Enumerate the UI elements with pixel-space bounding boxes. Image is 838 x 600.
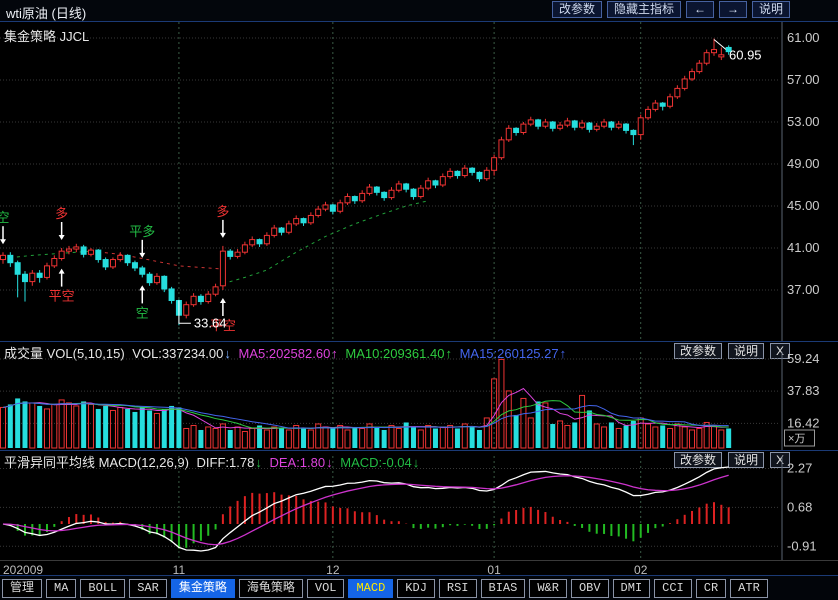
- toolbar-item-vol[interactable]: VOL: [306, 578, 345, 598]
- macd-dea-value: DEA:1.80: [269, 455, 326, 470]
- toolbar-item-wr[interactable]: W&R: [529, 578, 567, 598]
- toolbar-item-rsi[interactable]: RSI: [438, 578, 477, 598]
- volume-value: VOL:337234.00: [132, 346, 224, 361]
- change-params-button[interactable]: 改参数: [551, 1, 602, 18]
- volume-change-params-button[interactable]: 改参数: [673, 343, 722, 359]
- toolbar-item-bias[interactable]: BIAS: [480, 578, 526, 598]
- toolbar-item-jijin-strategy[interactable]: 集金策略: [170, 578, 235, 598]
- macd-macd-value: MACD:-0.04: [340, 455, 412, 470]
- toolbar-item-boll[interactable]: BOLL: [80, 578, 126, 598]
- toolbar-item-cci[interactable]: CCI: [654, 578, 692, 598]
- volume-pane-header: 成交量 VOL(5,10,15) VOL:337234.00↓ MA5:2025…: [0, 343, 838, 361]
- toolbar-item-kdj[interactable]: KDJ: [397, 578, 435, 598]
- svg-text:59.24: 59.24: [787, 352, 820, 366]
- ma15-up-arrow-icon: ↑: [559, 346, 567, 361]
- volume-ma10-value: MA10:209361.40: [345, 346, 445, 361]
- svg-text:53.00: 53.00: [787, 114, 820, 129]
- ma10-up-arrow-icon: ↑: [445, 346, 452, 361]
- svg-text:多: 多: [216, 204, 229, 219]
- svg-text:-0.91: -0.91: [787, 538, 817, 553]
- help-button[interactable]: 说明: [751, 1, 790, 18]
- svg-text:33.64: 33.64: [194, 315, 227, 330]
- svg-text:平多: 平多: [129, 224, 155, 239]
- indicator-toolbar: 管理 MA BOLL SAR 集金策略 海龟策略 VOL MACD KDJ RS…: [0, 576, 838, 600]
- toolbar-item-macd[interactable]: MACD: [348, 578, 394, 598]
- volume-down-arrow-icon: ↓: [224, 346, 231, 361]
- toolbar-item-atr[interactable]: ATR: [730, 578, 768, 598]
- macd-diff-value: DIFF:1.78: [196, 455, 255, 470]
- hide-main-indicator-button[interactable]: 隐藏主指标: [606, 1, 681, 18]
- volume-close-button[interactable]: X: [769, 343, 790, 359]
- next-arrow-icon[interactable]: →: [718, 1, 747, 18]
- svg-text:49.00: 49.00: [787, 156, 820, 171]
- toolbar-item-ma[interactable]: MA: [46, 578, 77, 598]
- macd-help-button[interactable]: 说明: [727, 452, 764, 468]
- macd-chart[interactable]: 2.27 0.68 -0.91: [0, 456, 838, 560]
- svg-text:37.83: 37.83: [787, 383, 820, 398]
- titlebar-divider: [0, 21, 838, 22]
- volume-title: 成交量 VOL(5,10,15): [4, 346, 125, 361]
- x-axis-label-11: 11: [172, 563, 186, 577]
- toolbar-item-manage[interactable]: 管理: [2, 578, 43, 598]
- svg-text:平空: 平空: [210, 318, 236, 333]
- svg-text:×万: ×万: [788, 433, 805, 445]
- x-axis-strip: 202009 11 12 01 02: [0, 560, 838, 577]
- svg-text:45.00: 45.00: [787, 198, 820, 213]
- macd-pane-header: 平滑异同平均线 MACD(12,26,9) DIFF:1.78↓ DEA:1.8…: [0, 452, 838, 470]
- volume-pane-buttons: 改参数 说明 X: [673, 343, 790, 359]
- svg-text:37.00: 37.00: [787, 282, 820, 297]
- svg-text:空: 空: [0, 210, 10, 225]
- volume-ma15-value: MA15:260125.27: [459, 346, 559, 361]
- toolbar-item-dmi[interactable]: DMI: [612, 578, 651, 598]
- dea-down-arrow-icon: ↓: [326, 455, 333, 470]
- title-bar: wti原油 (日线) 改参数 隐藏主指标 ← → 说明: [0, 0, 838, 21]
- x-axis-label-01: 01: [487, 563, 501, 577]
- x-axis-label-12: 12: [326, 563, 340, 577]
- chart-title: wti原油 (日线): [6, 6, 87, 21]
- svg-text:41.00: 41.00: [787, 240, 820, 255]
- svg-text:16.42: 16.42: [787, 415, 820, 430]
- svg-text:多: 多: [55, 206, 68, 221]
- title-bar-buttons: 改参数 隐藏主指标 ← → 说明: [551, 1, 790, 18]
- toolbar-item-cr[interactable]: CR: [695, 578, 727, 598]
- svg-text:2.27: 2.27: [787, 460, 812, 475]
- toolbar-item-sar[interactable]: SAR: [129, 578, 167, 598]
- macd-close-button[interactable]: X: [769, 452, 790, 468]
- ma5-up-arrow-icon: ↑: [331, 346, 338, 361]
- toolbar-item-obv[interactable]: OBV: [570, 578, 609, 598]
- x-axis-label-202009: 202009: [3, 563, 44, 577]
- svg-text:57.00: 57.00: [787, 72, 820, 87]
- macd-pane-buttons: 改参数 说明 X: [673, 452, 790, 468]
- volume-help-button[interactable]: 说明: [727, 343, 764, 359]
- pane-divider-1: [0, 341, 838, 342]
- macd-title: 平滑异同平均线 MACD(12,26,9): [4, 455, 189, 470]
- prev-arrow-icon[interactable]: ←: [685, 1, 714, 18]
- svg-text:60.95: 60.95: [729, 48, 762, 63]
- toolbar-item-haigui-strategy[interactable]: 海龟策略: [238, 578, 303, 598]
- svg-text:0.68: 0.68: [787, 499, 812, 514]
- diff-down-arrow-icon: ↓: [255, 455, 262, 470]
- svg-text:平空: 平空: [49, 289, 75, 304]
- macd-change-params-button[interactable]: 改参数: [673, 452, 722, 468]
- svg-text:空: 空: [136, 305, 149, 320]
- macd-down-arrow-icon: ↓: [412, 455, 420, 470]
- pane-divider-2: [0, 450, 838, 451]
- volume-ma5-value: MA5:202582.60: [238, 346, 331, 361]
- volume-chart[interactable]: 59.24 37.83 16.42 ×万: [0, 352, 838, 450]
- toolbar-divider: [0, 575, 838, 576]
- svg-text:61.00: 61.00: [787, 30, 820, 45]
- x-axis-label-02: 02: [634, 563, 648, 577]
- strategy-indicator-label: 集金策略 JJCL: [4, 29, 90, 44]
